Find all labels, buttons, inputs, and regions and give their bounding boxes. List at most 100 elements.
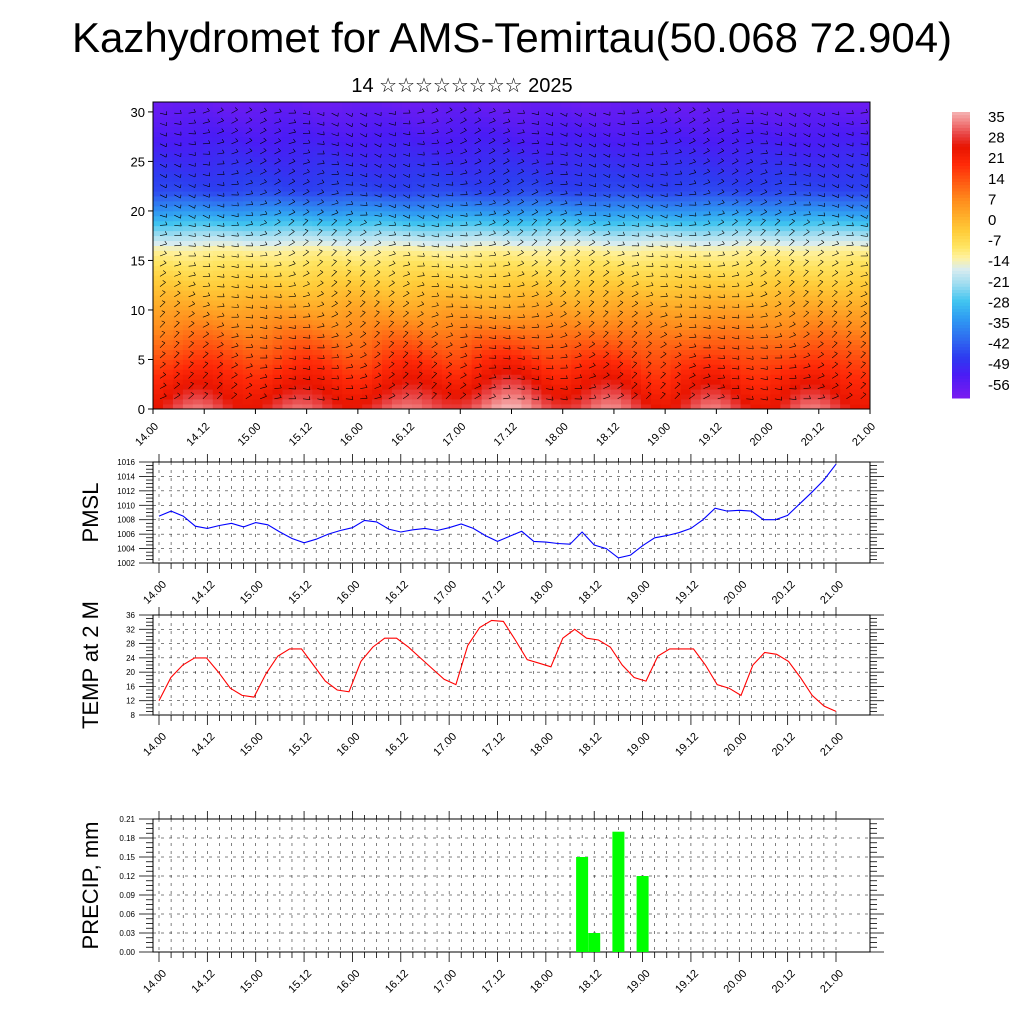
heatmap-cell xyxy=(411,166,423,172)
heatmap-cell xyxy=(511,205,522,212)
wind-barb-feather xyxy=(607,393,611,397)
wind-barb-feather xyxy=(219,371,223,375)
heatmap-cell xyxy=(690,220,702,227)
wind-barb xyxy=(674,364,681,369)
heatmap-cell xyxy=(481,151,492,157)
heatmap-cell xyxy=(800,309,811,316)
heatmap-cell xyxy=(362,176,373,182)
heatmap-cell xyxy=(640,364,652,370)
heatmap-cell xyxy=(611,324,622,331)
heatmap-cell xyxy=(660,255,672,261)
heatmap-cell xyxy=(501,250,512,256)
wind-barb xyxy=(231,345,239,349)
heatmap-cell xyxy=(421,121,433,128)
heatmap-cell xyxy=(182,260,194,266)
wind-barb-feather xyxy=(834,351,838,354)
heatmap-cell xyxy=(252,111,263,118)
wind-barb-feather xyxy=(176,371,180,375)
heatmap-cell xyxy=(541,290,552,296)
wind-barb-feather xyxy=(337,375,339,380)
wind-barb-feather xyxy=(351,374,354,379)
heatmap-cell xyxy=(690,359,702,365)
heatmap-cell xyxy=(441,349,453,355)
heatmap-cell xyxy=(202,225,214,232)
heatmap-cell xyxy=(302,151,313,157)
heatmap-cell xyxy=(192,349,204,355)
heatmap-cell xyxy=(760,369,771,375)
heatmap-cell xyxy=(491,102,502,108)
wind-barb xyxy=(588,365,596,369)
wind-barb xyxy=(688,394,695,400)
heatmap-cell xyxy=(740,156,751,162)
heatmap-cell xyxy=(710,230,722,237)
heatmap-cell xyxy=(382,225,393,232)
heatmap-cell xyxy=(272,369,283,375)
heatmap-cell xyxy=(640,349,652,355)
heatmap-cell xyxy=(382,215,393,222)
heatmap-cell xyxy=(192,225,204,232)
heatmap-cell xyxy=(332,339,343,346)
heatmap-cell xyxy=(561,230,572,237)
heatmap-cell xyxy=(551,186,562,192)
heatmap-cell xyxy=(172,225,184,232)
heatmap-cell xyxy=(272,235,283,242)
heatmap-cell xyxy=(660,275,672,281)
heatmap-cell xyxy=(521,116,532,123)
heatmap-cell xyxy=(541,364,552,370)
heatmap-cell xyxy=(342,156,353,162)
heatmap-cell xyxy=(760,220,771,227)
heatmap-cell xyxy=(750,394,761,400)
heatmap-cell xyxy=(252,171,263,177)
heatmap-cell xyxy=(541,171,552,177)
heatmap-cell xyxy=(182,255,194,261)
heatmap-cell xyxy=(312,364,323,370)
heatmap-cell xyxy=(352,329,363,336)
heatmap-cell xyxy=(591,191,602,197)
heatmap-cell xyxy=(631,196,642,202)
heatmap-cell xyxy=(850,359,861,365)
heatmap-cell xyxy=(362,324,373,331)
heatmap-cell xyxy=(740,399,751,405)
heatmap-cell xyxy=(800,151,811,157)
heatmap-cell xyxy=(342,354,353,360)
heatmap-cell xyxy=(611,319,622,326)
heatmap-cell xyxy=(372,230,383,237)
heatmap-cell xyxy=(421,126,433,133)
heatmap-cell xyxy=(750,176,761,182)
heatmap-cell xyxy=(471,121,483,128)
heatmap-cell xyxy=(202,141,214,147)
heatmap-cell xyxy=(660,379,672,385)
heatmap-cell xyxy=(850,111,861,118)
heatmap-cell xyxy=(481,111,492,118)
heatmap-cell xyxy=(551,309,562,316)
heatmap-cell xyxy=(581,344,592,350)
heatmap-cell xyxy=(531,250,542,256)
heatmap-cell xyxy=(172,235,184,242)
heatmap-cell xyxy=(272,102,283,108)
heatmap-cell xyxy=(212,250,224,256)
heatmap-cell xyxy=(342,364,353,370)
heatmap-cell xyxy=(800,186,811,192)
heatmap-cell xyxy=(481,275,492,281)
wind-barb-feather xyxy=(781,386,783,390)
wind-barb-feather xyxy=(821,373,825,376)
heatmap-cell xyxy=(670,260,682,266)
heatmap-cell xyxy=(362,339,373,346)
heatmap-cell xyxy=(750,280,761,286)
heatmap-cell xyxy=(192,359,204,365)
heatmap-cell xyxy=(820,235,831,242)
heatmap-cell xyxy=(780,314,791,321)
heatmap-cell xyxy=(392,309,403,316)
heatmap-cell xyxy=(202,121,214,128)
heatmap-cell xyxy=(581,106,592,113)
heatmap-cell xyxy=(411,215,423,222)
heatmap-cell xyxy=(501,369,512,375)
heatmap-cell xyxy=(611,205,622,212)
heatmap-cell xyxy=(332,245,343,251)
heatmap-cell xyxy=(481,205,492,212)
heatmap-cell xyxy=(282,344,293,350)
heatmap-cell xyxy=(322,280,333,286)
heatmap-cell xyxy=(581,329,592,336)
heatmap-cell xyxy=(621,201,632,207)
heatmap-cell xyxy=(720,314,731,321)
